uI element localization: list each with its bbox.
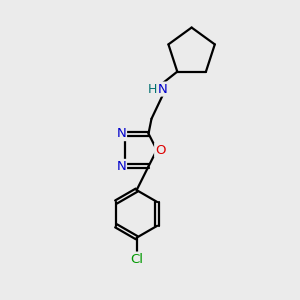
Text: Cl: Cl xyxy=(130,253,143,266)
Text: O: O xyxy=(155,143,166,157)
Text: N: N xyxy=(116,160,126,173)
Text: N: N xyxy=(158,82,168,96)
Text: N: N xyxy=(116,127,126,140)
Text: H: H xyxy=(147,82,157,96)
